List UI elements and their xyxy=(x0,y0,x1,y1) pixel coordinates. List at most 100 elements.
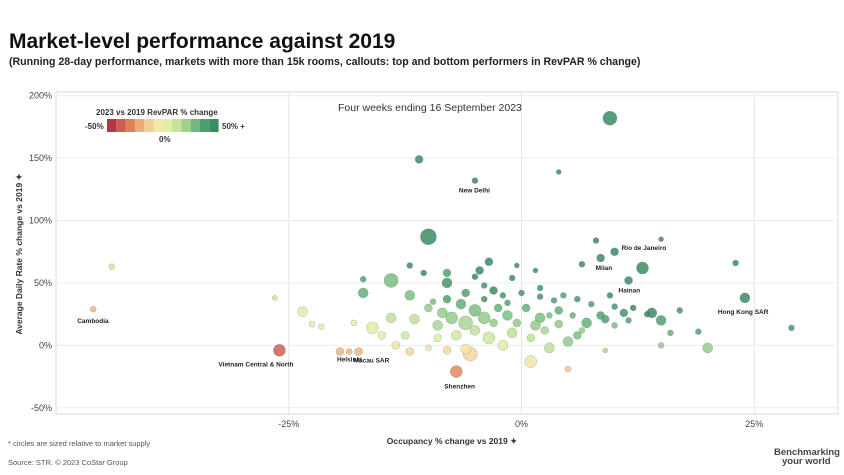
market-point[interactable] xyxy=(573,331,582,340)
market-point[interactable] xyxy=(405,347,415,356)
market-point[interactable] xyxy=(518,289,525,297)
market-point[interactable] xyxy=(409,313,420,325)
market-point[interactable] xyxy=(514,262,520,269)
market-point[interactable] xyxy=(544,342,555,354)
market-point[interactable] xyxy=(532,267,539,274)
market-point[interactable] xyxy=(441,277,453,289)
market-point[interactable] xyxy=(788,324,795,332)
market-point[interactable] xyxy=(508,274,516,282)
market-point[interactable] xyxy=(667,329,674,337)
market-point[interactable] xyxy=(458,315,473,331)
market-point[interactable] xyxy=(442,268,452,278)
market-point[interactable] xyxy=(587,300,595,308)
market-point[interactable] xyxy=(414,155,424,164)
market-point[interactable] xyxy=(610,247,619,257)
market-point[interactable] xyxy=(606,292,614,299)
market-point[interactable] xyxy=(540,326,550,335)
market-point[interactable] xyxy=(471,273,479,281)
market-point[interactable] xyxy=(391,341,401,350)
market-point[interactable] xyxy=(611,322,618,329)
market-point[interactable] xyxy=(471,177,479,184)
market-point[interactable] xyxy=(629,304,637,312)
market-point[interactable] xyxy=(89,305,97,313)
market-point[interactable] xyxy=(655,315,667,326)
market-point[interactable] xyxy=(480,282,488,289)
market-point[interactable] xyxy=(420,269,428,277)
market-point[interactable] xyxy=(318,323,325,330)
market-point[interactable] xyxy=(445,311,458,325)
market-point[interactable] xyxy=(425,344,432,352)
market-point[interactable] xyxy=(493,303,503,313)
market-point[interactable] xyxy=(468,304,482,317)
market-point[interactable] xyxy=(702,342,713,354)
market-point[interactable] xyxy=(619,308,629,318)
market-point[interactable] xyxy=(297,306,309,317)
market-point[interactable] xyxy=(524,355,538,368)
market-point[interactable] xyxy=(739,292,751,304)
market-point[interactable] xyxy=(581,317,592,329)
market-point[interactable] xyxy=(560,292,567,299)
market-point[interactable] xyxy=(554,319,564,329)
market-point[interactable] xyxy=(578,327,586,334)
market-point[interactable] xyxy=(460,343,471,355)
market-point[interactable] xyxy=(385,312,397,324)
market-point[interactable] xyxy=(526,333,536,343)
market-point[interactable] xyxy=(335,347,345,356)
market-point[interactable] xyxy=(657,342,665,349)
market-point[interactable] xyxy=(400,331,410,340)
market-point[interactable] xyxy=(433,333,442,343)
market-point[interactable] xyxy=(455,298,467,310)
market-point[interactable] xyxy=(578,260,586,268)
market-point[interactable] xyxy=(569,312,576,319)
market-point[interactable] xyxy=(596,253,605,263)
market-point[interactable] xyxy=(636,261,649,275)
market-point[interactable] xyxy=(550,297,558,304)
market-point[interactable] xyxy=(625,317,632,324)
market-point[interactable] xyxy=(536,293,544,300)
market-point[interactable] xyxy=(489,286,498,295)
market-point[interactable] xyxy=(497,340,509,351)
market-point[interactable] xyxy=(643,310,651,318)
market-point[interactable] xyxy=(521,303,531,313)
market-point[interactable] xyxy=(350,319,358,327)
market-point[interactable] xyxy=(377,331,387,340)
market-point[interactable] xyxy=(432,320,443,331)
market-point[interactable] xyxy=(461,288,470,298)
market-point[interactable] xyxy=(611,303,618,310)
market-point[interactable] xyxy=(442,294,452,304)
market-point[interactable] xyxy=(602,347,609,354)
market-point[interactable] xyxy=(366,321,379,335)
market-point[interactable] xyxy=(450,365,463,378)
market-point[interactable] xyxy=(536,284,544,292)
market-point[interactable] xyxy=(554,306,564,315)
market-point[interactable] xyxy=(676,307,684,314)
market-point[interactable] xyxy=(602,110,618,126)
market-point[interactable] xyxy=(383,273,399,288)
market-point[interactable] xyxy=(658,236,664,243)
market-point[interactable] xyxy=(273,344,286,357)
market-point[interactable] xyxy=(357,287,369,299)
market-point[interactable] xyxy=(420,228,437,246)
market-point[interactable] xyxy=(499,292,507,299)
market-point[interactable] xyxy=(574,295,581,303)
market-point[interactable] xyxy=(271,295,278,301)
market-point[interactable] xyxy=(564,365,572,373)
market-point[interactable] xyxy=(359,275,367,283)
market-point[interactable] xyxy=(345,348,353,355)
market-point[interactable] xyxy=(624,276,633,285)
market-point[interactable] xyxy=(695,328,702,335)
market-point[interactable] xyxy=(484,257,494,267)
market-point[interactable] xyxy=(555,169,562,175)
market-point[interactable] xyxy=(354,347,363,356)
market-point[interactable] xyxy=(506,327,518,339)
market-point[interactable] xyxy=(546,312,553,319)
market-point[interactable] xyxy=(108,263,116,271)
market-point[interactable] xyxy=(600,314,610,324)
market-point[interactable] xyxy=(406,262,414,269)
market-point[interactable] xyxy=(429,298,437,305)
market-point[interactable] xyxy=(424,303,433,313)
market-point[interactable] xyxy=(562,336,574,347)
market-point[interactable] xyxy=(480,295,488,303)
market-point[interactable] xyxy=(504,299,511,307)
market-point[interactable] xyxy=(592,237,600,244)
